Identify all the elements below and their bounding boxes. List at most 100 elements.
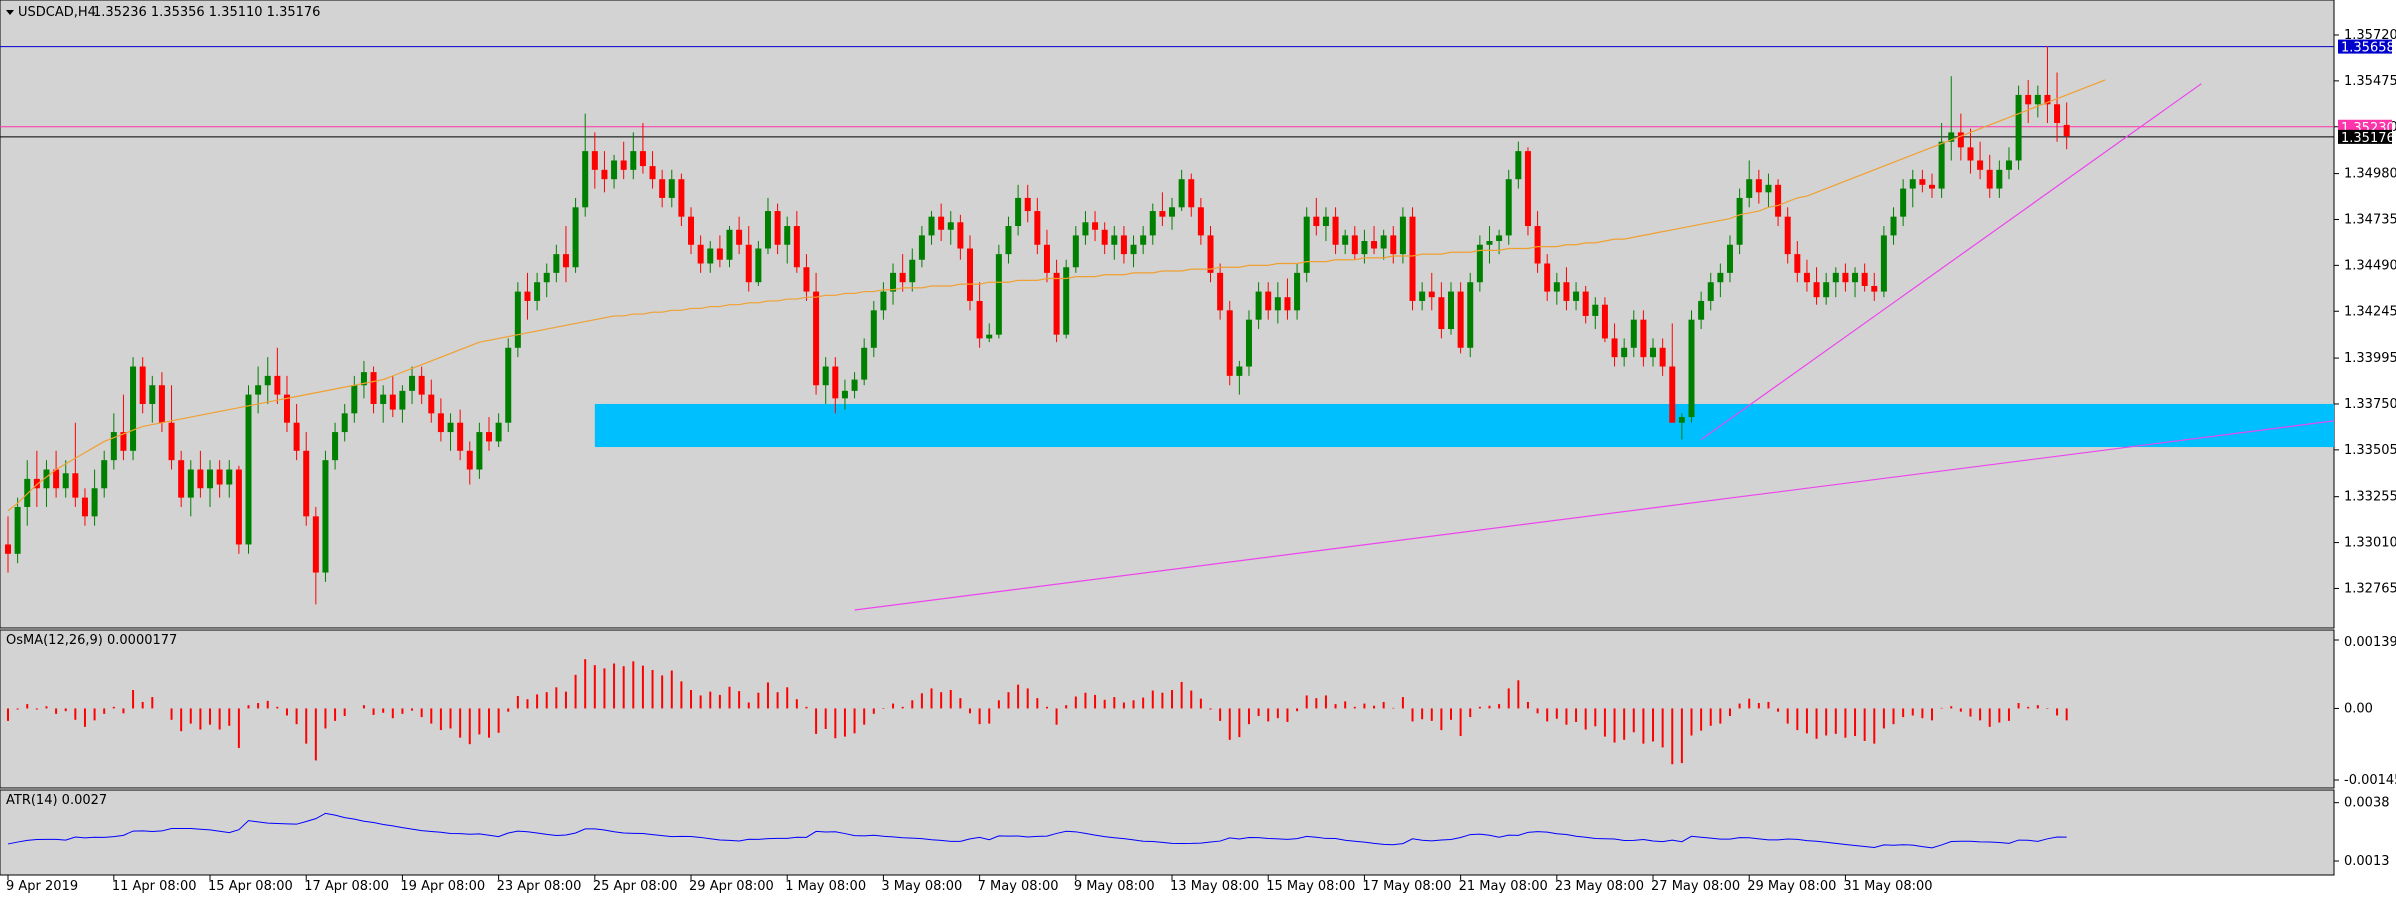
candle-body bbox=[601, 169, 608, 180]
candle-body bbox=[1130, 244, 1137, 255]
candle-body bbox=[1351, 235, 1358, 255]
candle-body bbox=[2054, 104, 2061, 124]
candle-body bbox=[1967, 147, 1974, 161]
candle-body bbox=[187, 469, 194, 498]
candle-body bbox=[928, 216, 935, 236]
candle-body bbox=[1717, 272, 1724, 283]
main-panel-border bbox=[0, 0, 2335, 629]
candle-body bbox=[1361, 241, 1368, 255]
trendline[interactable] bbox=[854, 420, 2335, 611]
candle-body bbox=[620, 160, 627, 170]
time-tick-label: 17 May 08:00 bbox=[1362, 879, 1451, 894]
time-tick-label: 25 Apr 08:00 bbox=[593, 879, 678, 894]
candle-body bbox=[1871, 285, 1878, 292]
candle-body bbox=[505, 347, 512, 423]
candle-body bbox=[1659, 347, 1666, 367]
candle-body bbox=[1929, 184, 1935, 189]
candle-body bbox=[283, 394, 290, 423]
price-tick-label: 1.33750 bbox=[2344, 397, 2396, 412]
candle-body bbox=[668, 179, 675, 198]
candle-body bbox=[822, 366, 829, 386]
atr-tick-label: 0.0038 bbox=[2344, 796, 2390, 811]
candle-body bbox=[1448, 291, 1454, 330]
time-tick-label: 9 May 08:00 bbox=[1074, 879, 1155, 894]
candle-body bbox=[764, 211, 771, 249]
candle-body bbox=[1505, 179, 1512, 236]
dropdown-triangle-icon[interactable] bbox=[6, 10, 14, 15]
candle-body bbox=[399, 390, 406, 410]
time-tick-label: 23 Apr 08:00 bbox=[497, 879, 582, 894]
candle-body bbox=[207, 469, 214, 489]
candle-body bbox=[784, 226, 791, 245]
candle-body bbox=[880, 291, 887, 311]
candle-body bbox=[1274, 297, 1281, 311]
candle-body bbox=[2034, 94, 2041, 105]
candle-body bbox=[389, 394, 396, 410]
candle-body bbox=[235, 469, 242, 545]
price-tag-high-text: 1.35658 bbox=[2341, 41, 2395, 56]
candle-body bbox=[1678, 417, 1685, 423]
candle-body bbox=[33, 478, 40, 489]
candle-body bbox=[1265, 291, 1272, 311]
candle-body bbox=[1371, 241, 1378, 249]
candle-body bbox=[1852, 272, 1859, 283]
candle-body bbox=[62, 473, 69, 489]
price-tick-label: 1.33255 bbox=[2344, 490, 2396, 505]
time-tick-label: 27 May 08:00 bbox=[1651, 879, 1740, 894]
candle-body bbox=[1986, 169, 1993, 189]
candle-body bbox=[967, 248, 973, 301]
candle-body bbox=[1149, 211, 1156, 236]
candle-body bbox=[2015, 94, 2022, 161]
candle-body bbox=[332, 432, 339, 461]
candle-body bbox=[322, 460, 329, 573]
osma-histogram bbox=[7, 659, 2068, 765]
symbol-label: USDCAD,H4 bbox=[18, 5, 96, 20]
candle-body bbox=[495, 422, 502, 442]
candle-body bbox=[293, 422, 300, 451]
candle-body bbox=[1236, 366, 1243, 376]
trendline[interactable] bbox=[1700, 83, 2202, 441]
chart-header: USDCAD,H4 1.35236 1.35356 1.35110 1.3517… bbox=[6, 5, 320, 20]
osma-tick-label: -0.0014538 bbox=[2344, 773, 2396, 788]
candle-body bbox=[14, 506, 21, 554]
time-tick-label: 11 Apr 08:00 bbox=[112, 879, 197, 894]
support-zone[interactable] bbox=[594, 403, 2334, 448]
osma-tick-label: 0.0013903 bbox=[2344, 635, 2396, 650]
candle-body bbox=[1553, 282, 1560, 292]
candle-body bbox=[1467, 282, 1474, 348]
candle-body bbox=[918, 235, 925, 260]
candle-body bbox=[1476, 244, 1483, 283]
candle-body bbox=[995, 254, 1002, 335]
candle-body bbox=[139, 366, 146, 404]
candle-body bbox=[437, 413, 444, 433]
candle-body bbox=[1755, 179, 1762, 193]
candle-body bbox=[5, 544, 11, 554]
candle-body bbox=[447, 422, 454, 433]
candle-body bbox=[1217, 272, 1224, 311]
candle-body bbox=[1611, 338, 1618, 358]
candle-body bbox=[543, 272, 550, 283]
candle-body bbox=[1303, 216, 1310, 273]
candle-body bbox=[1909, 179, 1916, 189]
osma-panel-background bbox=[0, 630, 2334, 788]
candle-body bbox=[110, 432, 117, 461]
candle-body bbox=[303, 450, 310, 517]
candle-body bbox=[53, 469, 60, 489]
candle-body bbox=[938, 216, 945, 230]
candle-body bbox=[716, 248, 723, 260]
price-tick-label: 1.33505 bbox=[2344, 443, 2396, 458]
price-tag-current: 1.35176 bbox=[2338, 129, 2395, 146]
time-tick-label: 15 May 08:00 bbox=[1266, 879, 1355, 894]
candle-body bbox=[976, 300, 983, 339]
candle-body bbox=[611, 160, 618, 180]
trendlines bbox=[854, 83, 2335, 611]
candle-body bbox=[1977, 160, 1984, 170]
candle-body bbox=[707, 248, 714, 264]
candle-body bbox=[1890, 216, 1897, 236]
candle-body bbox=[101, 460, 108, 489]
candle-body bbox=[649, 166, 656, 180]
candle-body bbox=[1120, 235, 1127, 255]
candle-body bbox=[1380, 235, 1387, 249]
candle-body bbox=[81, 497, 88, 517]
candle-body bbox=[72, 473, 79, 498]
